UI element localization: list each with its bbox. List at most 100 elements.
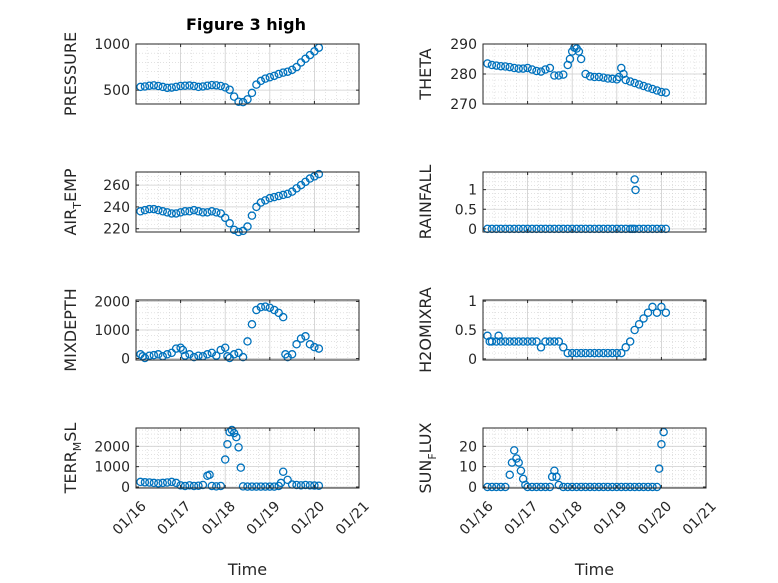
figure-title: Figure 3 high bbox=[186, 15, 306, 34]
data-point bbox=[559, 70, 568, 79]
data-point bbox=[189, 481, 199, 491]
data-point bbox=[194, 351, 203, 360]
data-point bbox=[603, 348, 613, 358]
data-point bbox=[608, 348, 617, 358]
data-point bbox=[516, 466, 526, 475]
data-point bbox=[523, 63, 532, 73]
data-point bbox=[305, 481, 315, 490]
y-axis-label: PRESSURE bbox=[61, 32, 80, 116]
data-point bbox=[247, 482, 257, 491]
data-point bbox=[648, 482, 657, 492]
data-point bbox=[252, 202, 261, 212]
data-point bbox=[243, 482, 252, 491]
data-point bbox=[505, 62, 515, 72]
data-point bbox=[518, 337, 528, 346]
data-point bbox=[261, 196, 270, 205]
data-point bbox=[590, 72, 599, 82]
data-point bbox=[185, 81, 194, 90]
data-point bbox=[523, 337, 532, 346]
data-point bbox=[501, 62, 510, 71]
y-tick-label: 1000 bbox=[94, 37, 130, 53]
data-point bbox=[189, 352, 199, 362]
data-point bbox=[545, 63, 555, 73]
data-point bbox=[149, 350, 159, 360]
data-point bbox=[247, 88, 257, 98]
data-point bbox=[180, 207, 190, 216]
data-point bbox=[594, 348, 604, 358]
data-point bbox=[256, 76, 266, 86]
data-point bbox=[149, 81, 159, 90]
y-tick-label: 270 bbox=[450, 97, 477, 113]
data-point bbox=[270, 482, 279, 491]
data-point bbox=[276, 478, 286, 488]
y-tick-label: 500 bbox=[103, 83, 130, 99]
data-point bbox=[541, 65, 550, 74]
subplot-pressure: 500 1000 PRESSURE bbox=[61, 32, 360, 116]
data-point bbox=[599, 482, 608, 492]
data-point bbox=[536, 67, 546, 76]
data-point bbox=[220, 83, 230, 92]
y-axis-label: THETA bbox=[416, 48, 435, 100]
axes-box bbox=[135, 427, 360, 489]
data-point bbox=[154, 205, 163, 215]
data-point bbox=[603, 74, 613, 83]
data-point bbox=[296, 481, 306, 490]
data-point bbox=[621, 343, 630, 352]
data-point bbox=[492, 337, 501, 346]
data-point bbox=[514, 64, 523, 73]
data-point bbox=[541, 337, 550, 346]
data-point bbox=[559, 343, 568, 352]
data-point bbox=[501, 482, 510, 492]
data-point bbox=[194, 207, 203, 216]
data-point bbox=[648, 302, 657, 312]
data-point bbox=[265, 482, 275, 491]
data-point bbox=[205, 470, 214, 480]
data-point bbox=[162, 478, 172, 487]
data-point bbox=[238, 226, 248, 236]
data-point bbox=[639, 482, 648, 492]
data-point bbox=[617, 348, 626, 358]
data-point bbox=[140, 353, 150, 363]
data-point bbox=[630, 325, 639, 335]
data-point bbox=[532, 337, 541, 346]
data-point bbox=[292, 340, 301, 349]
data-point bbox=[634, 319, 644, 329]
data-point bbox=[657, 440, 666, 449]
data-point bbox=[194, 481, 203, 491]
data-point bbox=[225, 219, 234, 228]
data-point bbox=[657, 302, 666, 312]
data-point bbox=[532, 482, 541, 492]
data-point bbox=[552, 472, 561, 482]
axes-box bbox=[482, 427, 707, 489]
axes-box bbox=[482, 171, 707, 233]
data-point bbox=[145, 478, 154, 487]
data-point bbox=[261, 74, 270, 83]
data-point bbox=[514, 337, 523, 346]
data-point bbox=[505, 470, 515, 480]
y-tick-label: 0 bbox=[468, 480, 477, 496]
data-point bbox=[167, 209, 176, 218]
data-point bbox=[252, 482, 261, 491]
data-point bbox=[509, 337, 519, 346]
data-point bbox=[145, 351, 154, 360]
data-point bbox=[162, 350, 172, 359]
data-point bbox=[261, 482, 270, 491]
data-point bbox=[274, 191, 283, 201]
data-point bbox=[576, 482, 586, 492]
data-point bbox=[149, 478, 159, 488]
data-point bbox=[185, 481, 194, 490]
data-point bbox=[167, 477, 176, 487]
data-point bbox=[559, 482, 568, 492]
data-point bbox=[487, 337, 497, 346]
data-point bbox=[492, 482, 501, 492]
data-point bbox=[590, 482, 599, 492]
data-point bbox=[185, 350, 194, 359]
data-point bbox=[283, 189, 292, 199]
data-point bbox=[314, 481, 324, 491]
data-point bbox=[487, 482, 497, 492]
data-point bbox=[261, 302, 270, 311]
data-point bbox=[581, 482, 590, 492]
data-point bbox=[572, 482, 581, 492]
data-point bbox=[212, 208, 221, 217]
